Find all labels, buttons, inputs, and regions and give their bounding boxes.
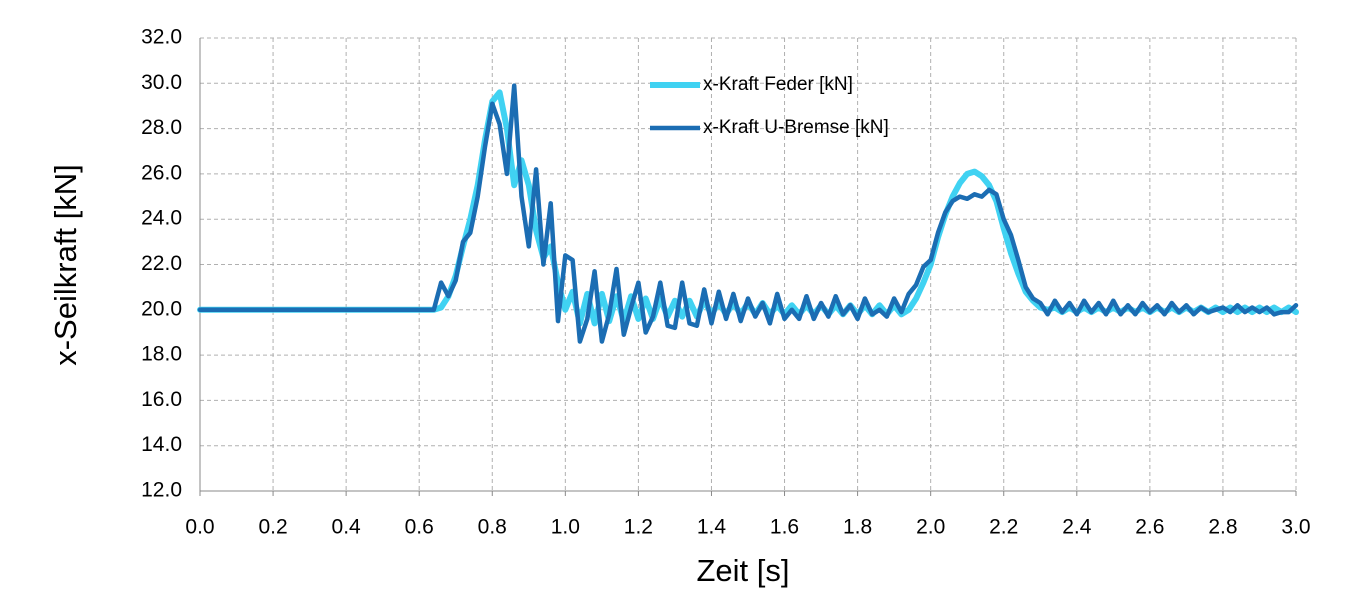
data-line: [197, 83, 1299, 344]
y-tick-label: 20.0: [141, 297, 182, 320]
legend-label: x-Kraft Feder [kN]: [703, 74, 853, 95]
y-tick-label: 14.0: [141, 433, 182, 456]
y-tick-label: 18.0: [141, 343, 182, 366]
y-tick-label: 32.0: [141, 26, 182, 49]
y-tick-label: 22.0: [141, 252, 182, 275]
x-tick-label: 1.0: [551, 516, 580, 539]
y-tick-label: 26.0: [141, 161, 182, 184]
x-tick-label: 1.2: [624, 516, 653, 539]
y-tick-label: 16.0: [141, 388, 182, 411]
x-tick-label: 2.8: [1208, 516, 1237, 539]
x-tick-label: 3.0: [1281, 516, 1310, 539]
x-tick-label: 0.8: [478, 516, 507, 539]
x-tick-label: 0.0: [185, 516, 214, 539]
x-tick-label: 1.4: [697, 516, 727, 539]
x-tick-label: 2.6: [1135, 516, 1164, 539]
x-tick-label: 2.2: [989, 516, 1018, 539]
legend-label: x-Kraft U-Bremse [kN]: [703, 117, 889, 138]
x-tick-label: 0.2: [258, 516, 287, 539]
y-tick-label: 28.0: [141, 116, 182, 139]
y-tick-label: 30.0: [141, 71, 182, 94]
x-axis-title: Zeit [s]: [696, 553, 789, 588]
y-axis-title: x-Seilkraft [kN]: [48, 164, 83, 366]
x-tick-label: 2.4: [1062, 516, 1092, 539]
x-tick-label: 2.0: [916, 516, 945, 539]
x-tick-label: 0.4: [332, 516, 362, 539]
y-tick-label: 12.0: [141, 479, 182, 502]
x-tick-label: 1.8: [843, 516, 872, 539]
y-tick-label: 24.0: [141, 207, 182, 230]
x-tick-label: 0.6: [405, 516, 434, 539]
x-tick-label: 1.6: [770, 516, 799, 539]
